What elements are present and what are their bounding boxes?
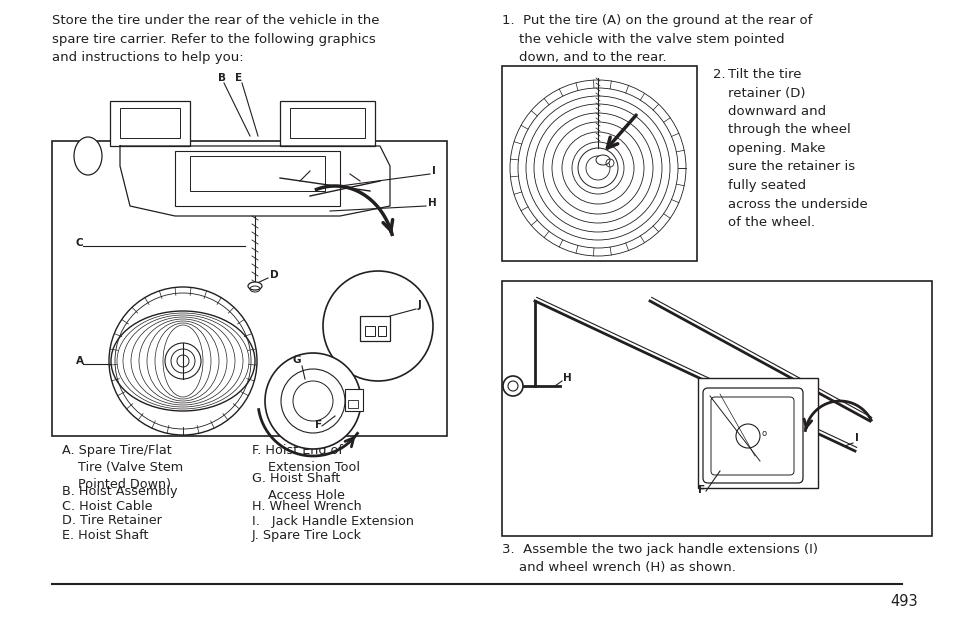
Text: F: F <box>698 485 704 495</box>
Text: 493: 493 <box>889 594 917 609</box>
FancyBboxPatch shape <box>702 388 802 483</box>
Text: H. Wheel Wrench: H. Wheel Wrench <box>252 500 361 513</box>
Bar <box>52 141 447 436</box>
Text: I: I <box>432 166 436 176</box>
Text: Tilt the tire
retainer (D)
downward and
through the wheel
opening. Make
sure the: Tilt the tire retainer (D) downward and … <box>727 68 867 229</box>
Text: C. Hoist Cable: C. Hoist Cable <box>62 500 152 513</box>
Bar <box>365 326 375 336</box>
Text: F: F <box>314 420 322 430</box>
Text: H: H <box>562 373 571 383</box>
Circle shape <box>735 424 760 448</box>
Text: A: A <box>76 356 84 366</box>
Ellipse shape <box>165 343 201 379</box>
Bar <box>280 101 375 146</box>
Text: H: H <box>428 198 436 208</box>
Text: A. Spare Tire/Flat
    Tire (Valve Stem
    Pointed Down): A. Spare Tire/Flat Tire (Valve Stem Poin… <box>62 444 183 490</box>
Bar <box>501 66 697 261</box>
Text: J. Spare Tire Lock: J. Spare Tire Lock <box>252 529 361 542</box>
Circle shape <box>265 353 360 449</box>
Text: B: B <box>218 73 226 83</box>
Text: G. Hoist Shaft
    Access Hole: G. Hoist Shaft Access Hole <box>252 472 345 502</box>
Bar <box>174 151 339 206</box>
Bar <box>377 326 386 336</box>
Circle shape <box>323 271 433 381</box>
Bar <box>290 108 365 138</box>
Text: 1.  Put the tire (A) on the ground at the rear of
    the vehicle with the valve: 1. Put the tire (A) on the ground at the… <box>501 14 812 64</box>
Ellipse shape <box>248 282 262 290</box>
Circle shape <box>502 376 522 396</box>
Text: B. Hoist Assembly: B. Hoist Assembly <box>62 485 177 499</box>
Text: G: G <box>293 355 301 365</box>
Bar <box>345 389 363 411</box>
Text: 2.: 2. <box>712 68 725 81</box>
Text: Store the tire under the rear of the vehicle in the
spare tire carrier. Refer to: Store the tire under the rear of the veh… <box>52 14 379 64</box>
Text: I.   Jack Handle Extension: I. Jack Handle Extension <box>252 515 414 527</box>
Bar <box>110 101 190 146</box>
Bar <box>348 400 357 408</box>
Ellipse shape <box>720 387 729 395</box>
Text: E. Hoist Shaft: E. Hoist Shaft <box>62 529 149 542</box>
Bar <box>120 108 180 138</box>
Bar <box>698 378 817 488</box>
Ellipse shape <box>596 155 609 165</box>
Text: D. Tire Retainer: D. Tire Retainer <box>62 515 162 527</box>
Bar <box>501 281 931 536</box>
Text: D: D <box>270 270 278 280</box>
Text: I: I <box>854 433 858 443</box>
Polygon shape <box>120 146 390 216</box>
Bar <box>190 156 325 191</box>
Text: J: J <box>417 300 421 310</box>
Text: 3.  Assemble the two jack handle extensions (I)
    and wheel wrench (H) as show: 3. Assemble the two jack handle extensio… <box>501 543 817 574</box>
Ellipse shape <box>74 137 102 175</box>
Text: o: o <box>761 429 766 438</box>
Text: E: E <box>234 73 242 83</box>
Bar <box>359 316 390 341</box>
Text: F. Hoist End of
    Extension Tool: F. Hoist End of Extension Tool <box>252 444 359 474</box>
Circle shape <box>578 148 618 188</box>
Text: C: C <box>76 238 84 248</box>
